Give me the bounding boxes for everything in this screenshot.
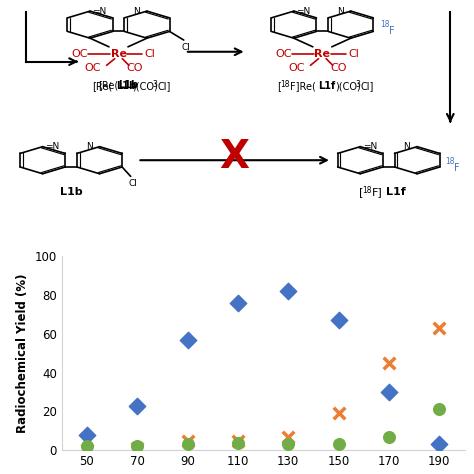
Point — [184, 441, 191, 448]
Point — [385, 388, 393, 396]
Text: 18: 18 — [281, 80, 290, 89]
Point — [385, 359, 393, 367]
Text: Cl: Cl — [348, 49, 359, 59]
Point — [184, 437, 191, 445]
Text: =N: =N — [45, 142, 59, 151]
Text: CO: CO — [127, 63, 143, 73]
Point — [133, 443, 141, 450]
Point — [184, 336, 191, 343]
Point — [284, 441, 292, 448]
Text: L1b: L1b — [60, 187, 82, 197]
Text: 18: 18 — [363, 186, 372, 195]
Text: X: X — [219, 137, 250, 175]
Point — [133, 402, 141, 410]
Text: =N: =N — [296, 7, 310, 16]
Point — [133, 445, 141, 452]
Text: )(CO): )(CO) — [133, 82, 158, 91]
Text: [Re(: [Re( — [92, 82, 113, 91]
Text: 18: 18 — [381, 20, 390, 29]
Text: N: N — [86, 142, 92, 151]
Text: [Re(: [Re( — [98, 80, 118, 90]
Point — [335, 441, 342, 448]
Text: N: N — [133, 7, 140, 16]
Text: F]: F] — [372, 187, 383, 197]
Point — [83, 447, 91, 454]
Text: 3: 3 — [356, 80, 360, 89]
Text: N: N — [403, 142, 410, 151]
Text: Cl]: Cl] — [360, 82, 374, 91]
Point — [83, 443, 91, 450]
Point — [234, 299, 242, 306]
Text: =N: =N — [363, 142, 377, 151]
Point — [284, 433, 292, 440]
Text: N: N — [337, 7, 344, 16]
Text: )(CO): )(CO) — [336, 82, 361, 91]
Text: Cl: Cl — [182, 43, 191, 52]
Point — [284, 287, 292, 295]
Text: OC: OC — [288, 63, 304, 73]
Point — [385, 433, 393, 440]
Text: OC: OC — [84, 63, 100, 73]
Text: Cl: Cl — [128, 179, 137, 188]
Text: L1b: L1b — [116, 82, 136, 91]
Text: Re: Re — [110, 49, 127, 59]
Text: F: F — [454, 163, 459, 173]
Text: L1f: L1f — [386, 187, 406, 197]
Text: F]Re(: F]Re( — [290, 82, 316, 91]
Text: OC: OC — [275, 49, 292, 59]
Text: 18: 18 — [446, 157, 455, 166]
Text: L1f: L1f — [319, 82, 336, 91]
Text: L1b: L1b — [118, 80, 138, 90]
Text: F: F — [389, 27, 394, 36]
Text: =N: =N — [92, 7, 107, 16]
Point — [335, 316, 342, 324]
Text: 3: 3 — [153, 80, 157, 89]
Text: OC: OC — [71, 49, 88, 59]
Point — [436, 324, 443, 332]
Text: Cl: Cl — [145, 49, 155, 59]
Text: Cl]: Cl] — [157, 82, 171, 91]
Y-axis label: Radiochemical Yield (%): Radiochemical Yield (%) — [16, 273, 29, 433]
Text: [: [ — [359, 187, 364, 197]
Point — [436, 406, 443, 413]
Point — [335, 410, 342, 417]
Point — [83, 431, 91, 438]
Text: Re: Re — [314, 49, 330, 59]
Text: [: [ — [277, 82, 281, 91]
Point — [436, 441, 443, 448]
Point — [234, 439, 242, 447]
Text: CO: CO — [331, 63, 347, 73]
Point — [234, 437, 242, 445]
